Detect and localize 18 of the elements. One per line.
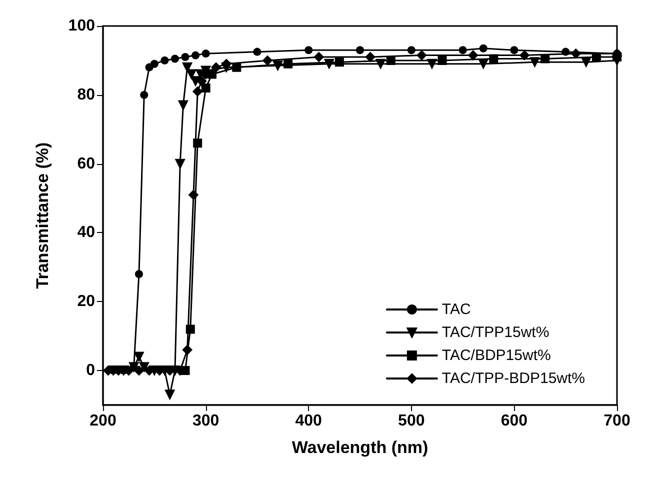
x-tick-label: 700 bbox=[604, 412, 630, 430]
x-tick-label: 400 bbox=[295, 412, 322, 430]
y-tick-label: 60 bbox=[77, 155, 96, 172]
y-tick-label: 0 bbox=[86, 362, 96, 380]
y-axis-title: Transmittance (%) bbox=[33, 142, 52, 289]
y-tick-label: 20 bbox=[77, 293, 96, 310]
x-tick-label: 200 bbox=[90, 412, 116, 430]
x-tick-label: 600 bbox=[500, 412, 528, 430]
legend-label: TAC bbox=[442, 301, 471, 318]
y-tick-label: 80 bbox=[77, 86, 96, 104]
legend-label: TAC/TPP-BDP15wt% bbox=[442, 370, 586, 387]
x-axis-title: Wavelength (nm) bbox=[292, 438, 428, 457]
x-tick-label: 500 bbox=[398, 412, 425, 430]
x-tick-label: 300 bbox=[192, 412, 220, 430]
legend-label: TAC/TPP15wt% bbox=[442, 324, 550, 341]
y-tick-label: 40 bbox=[77, 224, 96, 242]
legend-label: TAC/BDP15wt% bbox=[442, 347, 551, 364]
y-tick-label: 100 bbox=[68, 18, 96, 34]
